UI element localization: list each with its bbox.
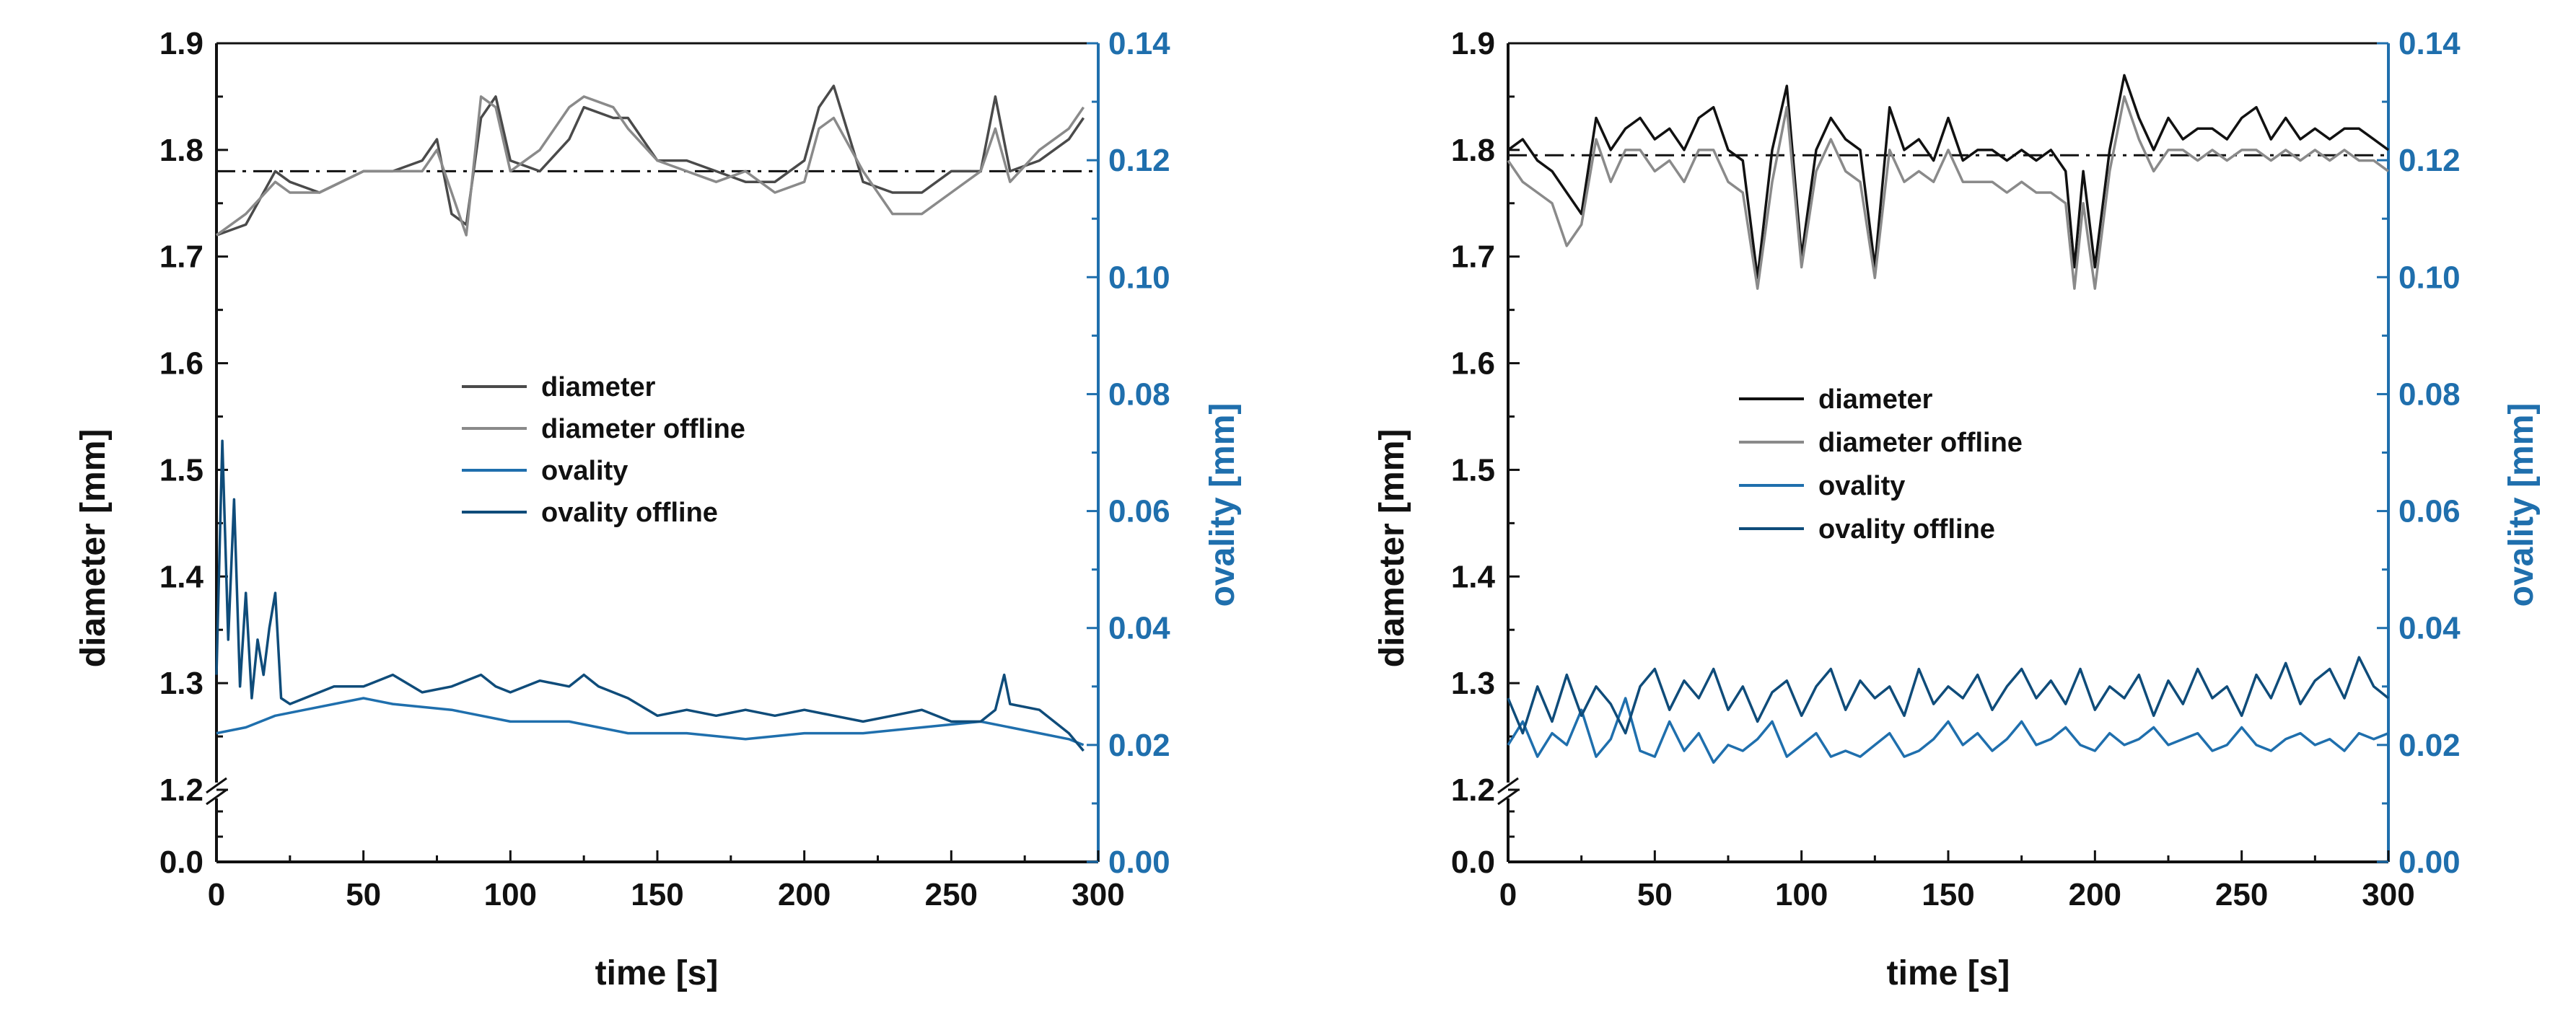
- right-x-tick-label: 50: [1637, 877, 1673, 912]
- left-series-diameter-offline: [215, 95, 1085, 237]
- right-y2-tick-label: 0.12: [2398, 143, 2461, 178]
- left-y2-tick-label: 0.14: [1108, 26, 1170, 61]
- right-x-tick-label: 250: [2215, 877, 2268, 912]
- right-x-tick-label: 0: [1499, 877, 1517, 912]
- left-y2-tick-label: 0.02: [1108, 728, 1170, 763]
- right-plot-body: 0 50 100 150 200 250 300 0.0 1.2 1.3 1.4 1.5 1.6 1.7 1…: [1451, 26, 2461, 912]
- left-y2-tick-label: 0.08: [1108, 376, 1170, 412]
- left-x-tick-label: 250: [925, 877, 978, 912]
- left-y-tick-label: 1.3: [159, 666, 203, 701]
- right-x-tick-label: 100: [1775, 877, 1828, 912]
- right-legend-ovality: ovality: [1818, 471, 1905, 501]
- right-y-axis-title: diameter [mm]: [1373, 429, 1411, 668]
- right-legend-diameter-offline: diameter offline: [1818, 428, 2023, 458]
- right-y2-tick-label: 0.04: [2398, 611, 2461, 646]
- left-y-tick-label: 1.5: [159, 452, 203, 488]
- left-x-tick-label: 150: [631, 877, 683, 912]
- left-x-tick-label: 200: [778, 877, 831, 912]
- right-y-tick-label: 1.4: [1451, 559, 1496, 594]
- right-axis-break-mark: [1497, 788, 1519, 806]
- left-y2-tick-label: 0.04: [1108, 611, 1170, 646]
- left-axis-break-mark: [206, 788, 227, 806]
- right-y2-tick-label: 0.08: [2398, 376, 2461, 412]
- left-y2-tick-label: 0.00: [1108, 845, 1170, 880]
- right-legend-diameter: diameter: [1818, 384, 1933, 415]
- right-x-axis-title: time [s]: [1887, 954, 2010, 992]
- right-x-tick-label: 300: [2362, 877, 2414, 912]
- right-legend: diameter diameter offline ovality ovalit…: [1739, 384, 2023, 545]
- left-y-axis-title: diameter [mm]: [74, 429, 113, 668]
- left-y2-tick-label: 0.10: [1108, 260, 1170, 295]
- left-plot-body: 0 50 100 150 200 250 300 0.0 1.2 1.3 1.4 1.5 1.6 1.7 1…: [159, 26, 1170, 912]
- left-y2-axis-title: ovality [mm]: [1204, 403, 1242, 607]
- right-x-tick-label: 150: [1922, 877, 1974, 912]
- left-x-axis-title: time [s]: [595, 954, 719, 992]
- right-series-ovality-offline: [1507, 656, 2390, 735]
- right-y-tick-label: 1.2: [1451, 772, 1495, 808]
- left-y-tick-label: 1.6: [159, 346, 203, 382]
- right-y-tick-label: 1.3: [1451, 666, 1495, 701]
- right-y2-tick-label: 0.06: [2398, 494, 2461, 529]
- left-legend-ovality: ovality: [541, 456, 628, 486]
- left-legend: diameter diameter offline ovality ovalit…: [462, 372, 745, 528]
- right-y2-tick-label: 0.02: [2398, 728, 2461, 763]
- left-legend-diameter: diameter: [541, 372, 656, 402]
- right-series-diameter-offline: [1507, 95, 2390, 290]
- right-y-tick-label: 1.8: [1451, 133, 1495, 168]
- left-y-tick-label: 1.2: [159, 772, 203, 808]
- left-y2-tick-label: 0.06: [1108, 494, 1170, 529]
- left-x-tick-label: 100: [484, 877, 537, 912]
- right-y2-tick-label: 0.00: [2398, 845, 2461, 880]
- right-axis-break-mark: [1497, 777, 1519, 794]
- left-y-tick-label: 0.0: [159, 845, 203, 880]
- right-series-diameter: [1507, 74, 2390, 280]
- left-series-ovality-offline: [215, 439, 1085, 752]
- right-y-tick-label: 1.5: [1451, 452, 1495, 488]
- right-y2-tick-label: 0.10: [2398, 260, 2461, 295]
- left-x-tick-label: 300: [1072, 877, 1124, 912]
- left-y-tick-label: 1.4: [159, 559, 204, 594]
- right-y-tick-label: 1.7: [1451, 239, 1495, 275]
- left-y-tick-label: 1.7: [159, 239, 203, 275]
- right-y2-axis-title: ovality [mm]: [2502, 403, 2541, 607]
- right-y-tick-label: 1.9: [1451, 26, 1495, 61]
- right-y-tick-label: 1.6: [1451, 346, 1495, 382]
- right-y2-tick-label: 0.14: [2398, 26, 2461, 61]
- left-legend-diameter-offline: diameter offline: [541, 414, 745, 444]
- left-legend-ovality-offline: ovality offline: [541, 498, 718, 528]
- left-y-tick-label: 1.8: [159, 133, 203, 168]
- left-y2-tick-label: 0.12: [1108, 143, 1170, 178]
- right-y-tick-label: 0.0: [1451, 845, 1495, 880]
- left-axis-break-mark: [206, 777, 227, 794]
- left-y-tick-label: 1.9: [159, 26, 203, 61]
- right-legend-ovality-offline: ovality offline: [1818, 514, 1995, 545]
- left-x-tick-label: 50: [346, 877, 381, 912]
- right-x-tick-label: 200: [2069, 877, 2121, 912]
- right-panel: 0 50 100 150 200 250 300 0.0 1.2 1.3 1.4 1.5 1.6 1.7 1…: [1373, 26, 2541, 992]
- right-series-ovality: [1507, 697, 2389, 764]
- left-panel: 0 50 100 150 200 250 300 0.0 1.2 1.3 1.4 1.5 1.6 1.7 1…: [74, 26, 1242, 992]
- left-x-tick-label: 0: [208, 877, 225, 912]
